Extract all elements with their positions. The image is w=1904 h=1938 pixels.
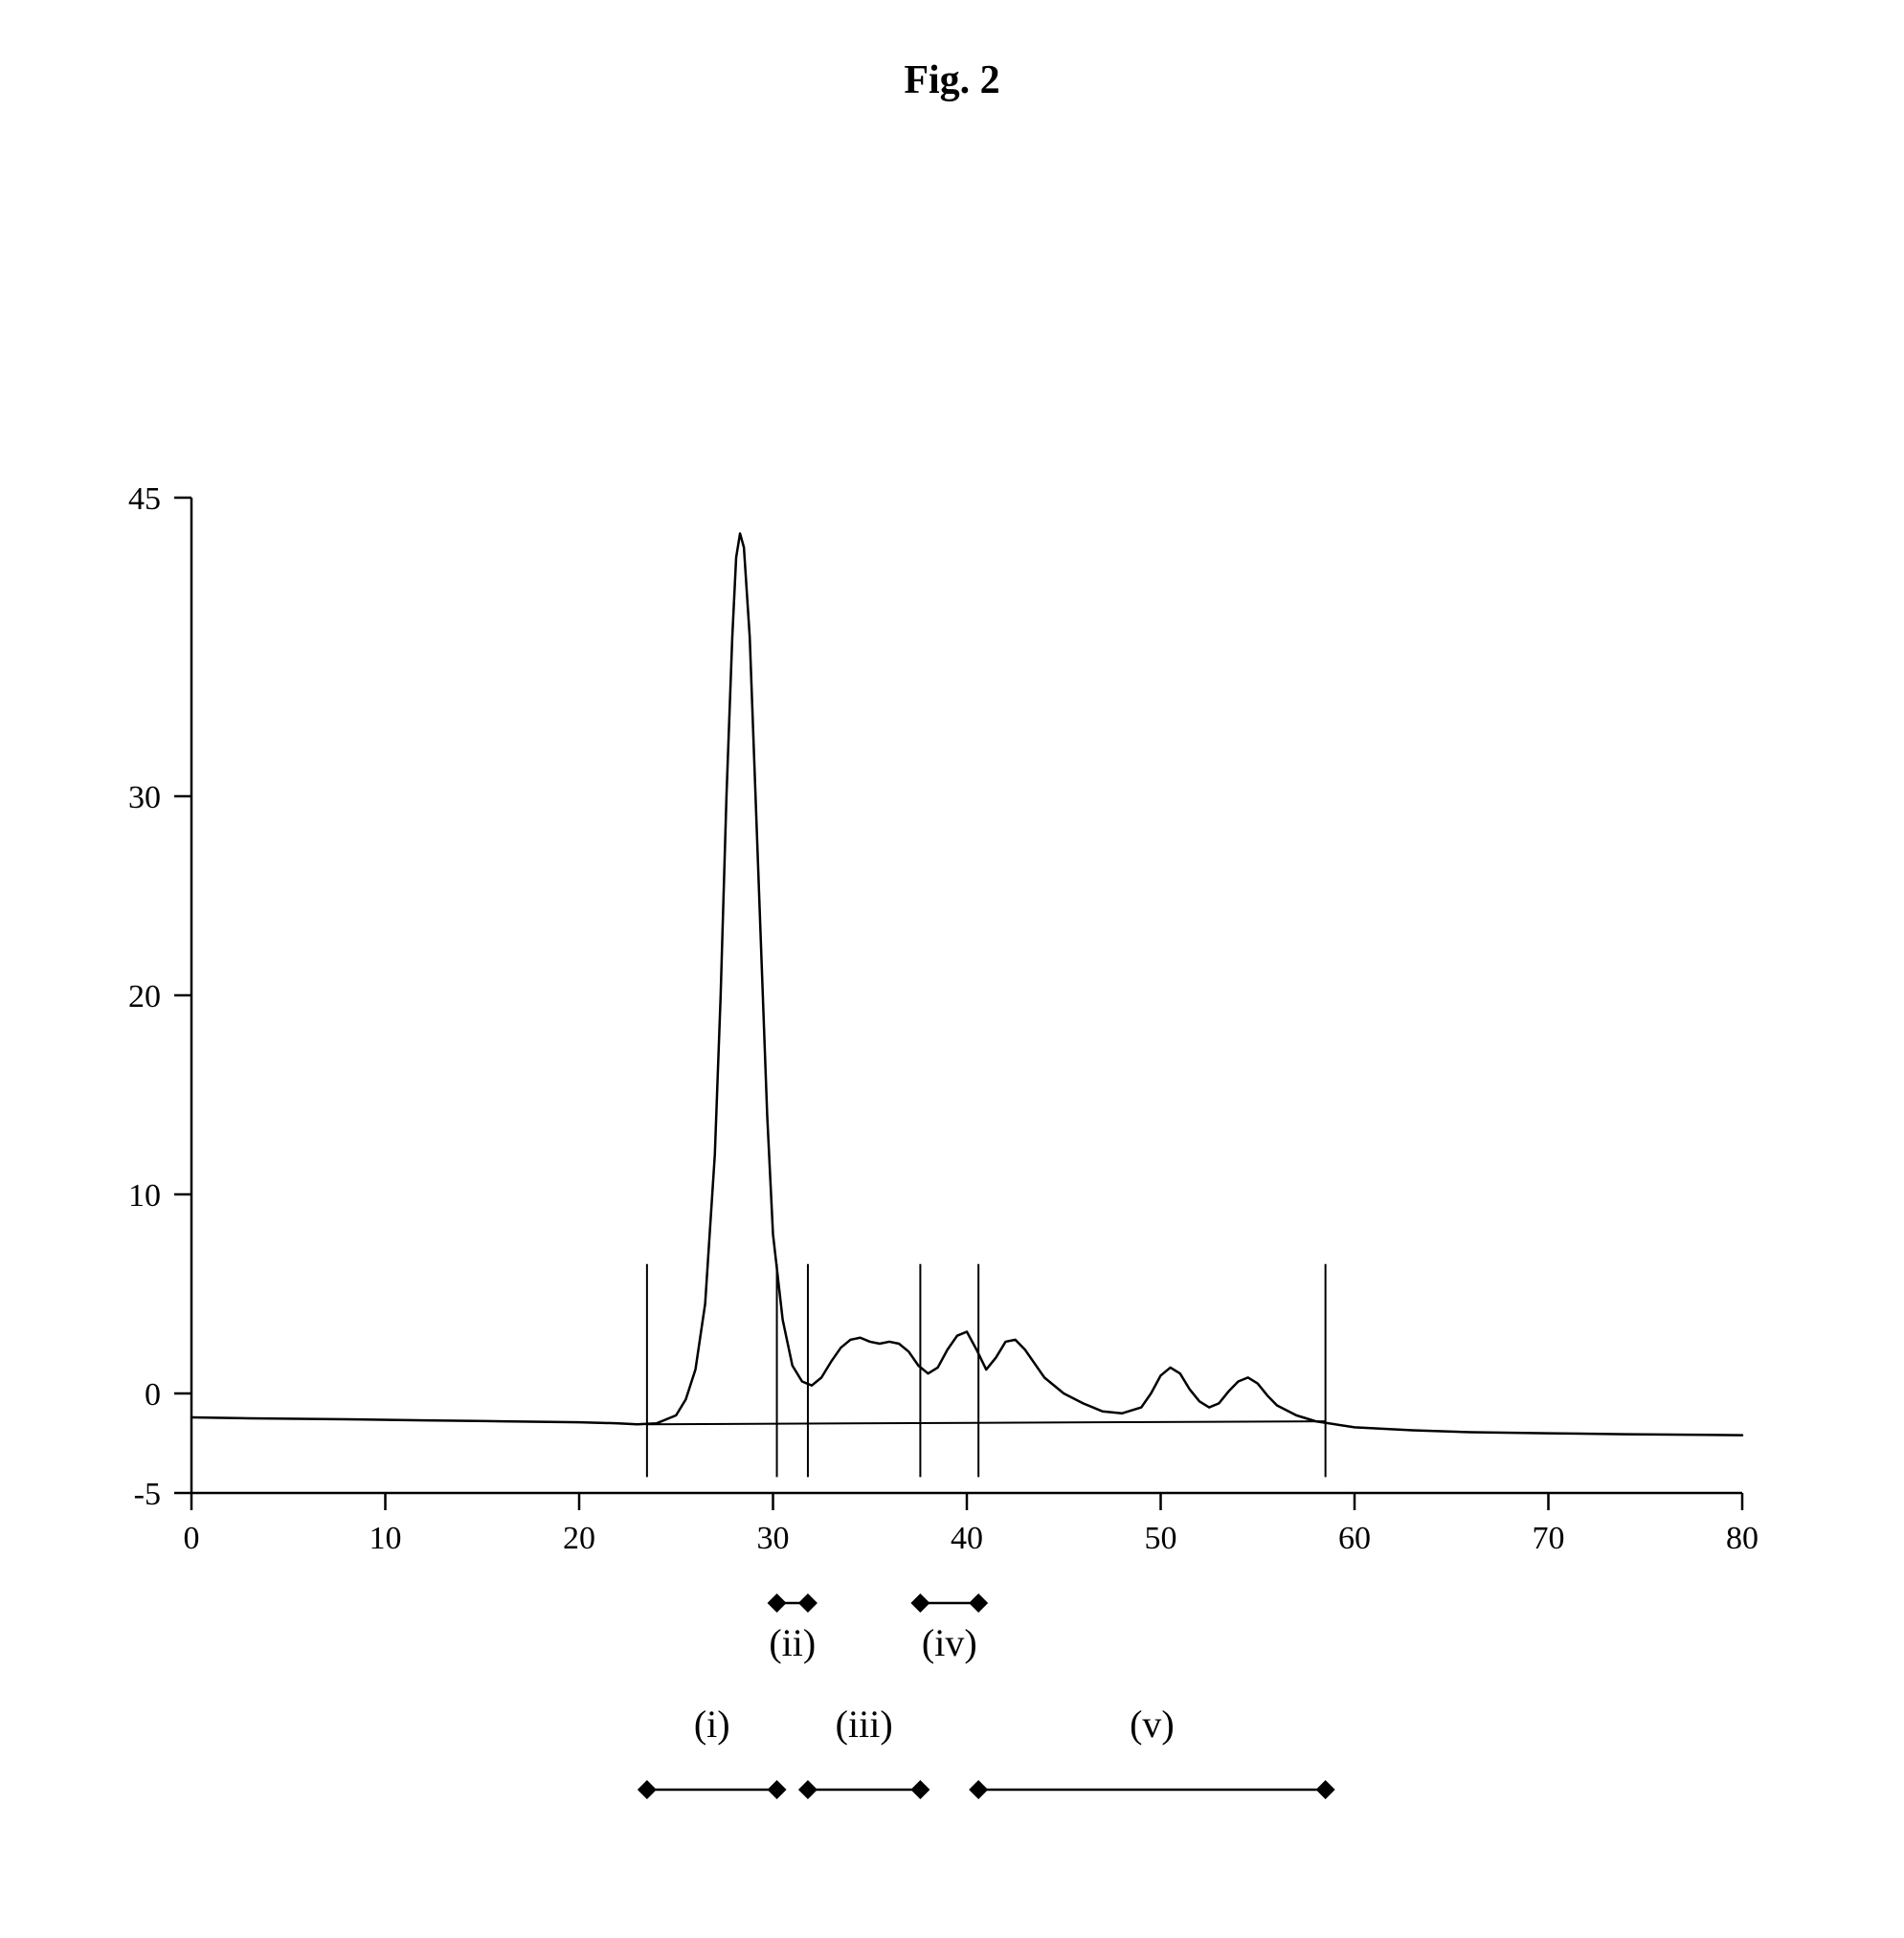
x-tick-label: 50 — [1145, 1521, 1177, 1556]
y-tick-label: 0 — [145, 1377, 161, 1413]
x-tick-label: 80 — [1726, 1521, 1758, 1556]
y-tick-label: 45 — [128, 481, 161, 517]
x-tick-label: 60 — [1338, 1521, 1371, 1556]
figure-title: Fig. 2 — [0, 57, 1904, 103]
x-tick-label: 0 — [184, 1521, 200, 1556]
y-tick-label: 30 — [128, 780, 161, 815]
x-tick-label: 10 — [370, 1521, 402, 1556]
range-label: (ii) — [769, 1621, 816, 1664]
x-tick-label: 30 — [757, 1521, 790, 1556]
y-tick-label: 10 — [128, 1178, 161, 1214]
x-tick-label: 40 — [951, 1521, 983, 1556]
chromatogram-chart: -5 0 10 20 30 45 0 10 20 30 40 50 60 70 80 (ii) (iv) (i) (… — [0, 0, 1904, 1933]
y-tick-label: 20 — [128, 979, 161, 1014]
range-label: (v) — [1130, 1703, 1175, 1746]
page: Fig. 2 -5 0 10 20 30 45 0 10 20 30 40 50 60 70 80 (ii) (… — [0, 0, 1904, 1933]
x-tick-label: 70 — [1533, 1521, 1565, 1556]
y-tick-label: -5 — [134, 1477, 161, 1512]
range-label: (iii) — [836, 1703, 893, 1746]
x-tick-label: 20 — [563, 1521, 595, 1556]
range-label: (iv) — [922, 1621, 977, 1664]
range-label: (i) — [694, 1703, 730, 1746]
